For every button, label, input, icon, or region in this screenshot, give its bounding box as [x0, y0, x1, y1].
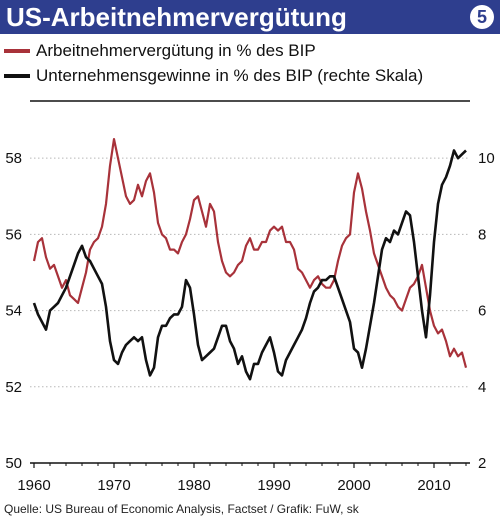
y-left-tick-label: 50: [5, 455, 22, 472]
legend-label-profits: Unternehmensgewinne in % des BIP (rechte…: [36, 65, 424, 85]
legend-item-compensation: Arbeitnehmervergütung in % des BIP: [4, 38, 423, 63]
x-tick-label: 1990: [257, 477, 290, 494]
chart-legend: Arbeitnehmervergütung in % des BIP Unter…: [4, 38, 423, 88]
y-right-tick-label: 10: [478, 150, 495, 167]
y-right-tick-label: 4: [478, 379, 486, 396]
source-note: Quelle: US Bureau of Economic Analysis, …: [4, 502, 359, 516]
y-left-tick-label: 54: [5, 303, 22, 320]
x-tick-label: 2010: [417, 477, 450, 494]
legend-swatch-compensation: [4, 48, 30, 53]
x-tick-label: 1970: [97, 477, 130, 494]
y-right-tick-label: 2: [478, 455, 486, 472]
y-right-tick-label: 6: [478, 303, 486, 320]
title-bar: US-Arbeitnehmervergütung 5: [0, 0, 500, 34]
x-tick-label: 1960: [17, 477, 50, 494]
legend-label-compensation: Arbeitnehmervergütung in % des BIP: [36, 40, 316, 60]
y-left-tick-label: 58: [5, 150, 22, 167]
y-left-tick-label: 52: [5, 379, 22, 396]
legend-item-profits: Unternehmensgewinne in % des BIP (rechte…: [4, 63, 423, 88]
legend-swatch-profits: [4, 73, 30, 78]
y-right-tick-label: 8: [478, 226, 486, 243]
y-left-tick-label: 56: [5, 226, 22, 243]
x-tick-label: 2000: [337, 477, 370, 494]
x-tick-label: 1980: [177, 477, 210, 494]
series-line-compensation: [32, 138, 468, 368]
chart-title: US-Arbeitnehmervergütung: [6, 2, 347, 32]
series-line-profits: [32, 149, 467, 381]
chart-number-badge: 5: [470, 5, 494, 29]
